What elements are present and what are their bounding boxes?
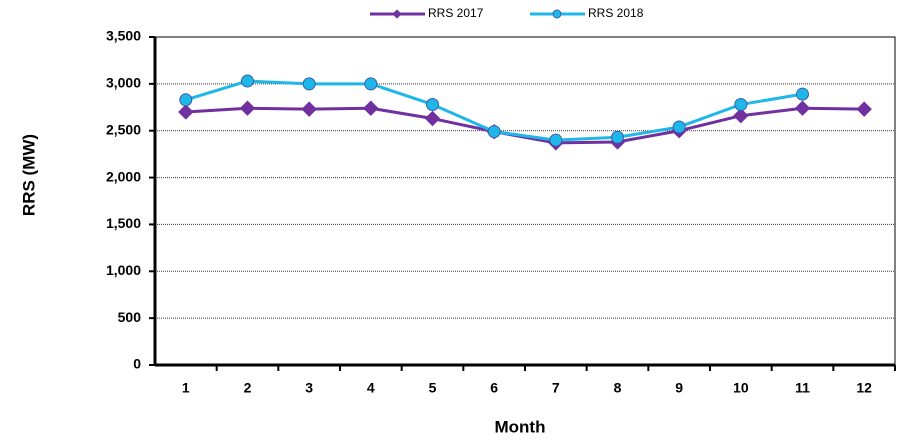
- x-tick-label: 8: [614, 380, 622, 396]
- point: [239, 100, 256, 116]
- y-tick-label: 1,000: [106, 262, 141, 278]
- y-tick-label: 3,500: [106, 28, 141, 44]
- point: [611, 130, 624, 144]
- x-tick-label: 4: [367, 380, 375, 396]
- y-tick-label: 1,500: [106, 215, 141, 231]
- legend-label: RRS 2018: [588, 6, 644, 20]
- x-tick-label: 1: [182, 380, 190, 396]
- point: [424, 110, 441, 127]
- legend-label: RRS 2017: [428, 6, 484, 20]
- point: [363, 100, 379, 116]
- x-tick-label: 5: [429, 380, 437, 396]
- y-tick-label: 3,000: [106, 75, 141, 91]
- y-tick-label: 500: [118, 309, 142, 325]
- plot-border: [154, 36, 896, 366]
- point: [794, 100, 811, 116]
- y-axis-title: RRS (MW): [19, 134, 38, 216]
- point: [178, 104, 194, 120]
- y-tick-label: 2,000: [106, 168, 141, 184]
- y-tick-label: 0: [133, 356, 141, 372]
- point: [302, 77, 316, 91]
- x-tick-label: 9: [675, 380, 683, 396]
- x-tick-label: 10: [733, 380, 749, 396]
- point: [856, 101, 872, 117]
- x-tick-label: 7: [552, 380, 560, 396]
- point: [487, 125, 501, 139]
- series-line: [185, 106, 865, 145]
- point: [734, 97, 748, 111]
- point: [733, 108, 749, 124]
- point: [364, 77, 378, 91]
- x-tick-label: 6: [490, 380, 498, 396]
- point: [179, 93, 193, 107]
- point: [672, 120, 686, 134]
- point: [549, 133, 563, 147]
- x-axis-title: Month: [495, 417, 546, 436]
- point: [301, 101, 317, 117]
- x-tick-label: 2: [244, 380, 252, 396]
- legend-marker: [552, 9, 562, 19]
- x-tick-label: 12: [856, 380, 872, 396]
- legend-marker: [392, 9, 402, 19]
- y-tick-label: 2,500: [106, 121, 141, 137]
- x-tick-label: 11: [795, 380, 810, 396]
- point: [426, 97, 439, 111]
- x-tick-label: 3: [305, 380, 313, 396]
- point: [241, 74, 254, 88]
- point: [796, 87, 809, 101]
